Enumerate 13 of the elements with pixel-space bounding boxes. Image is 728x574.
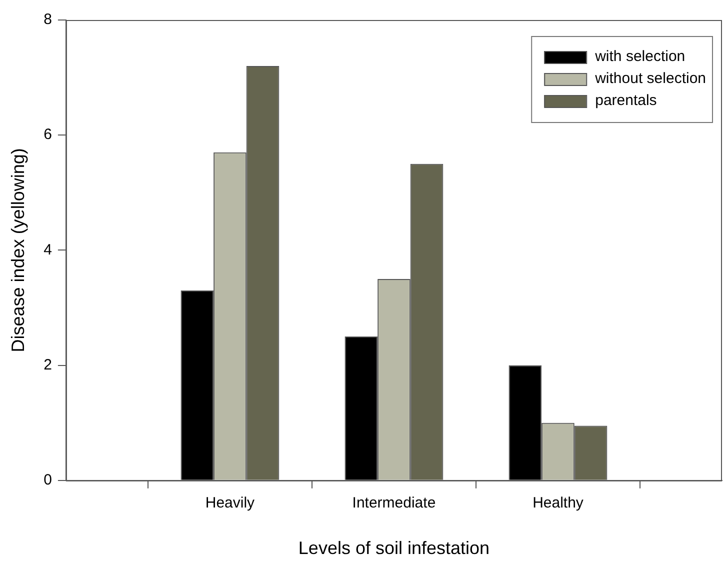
x-tick-label: Healthy [532,494,584,512]
y-axis-title: Disease index (yellowing) [8,148,28,352]
x-axis-title: Levels of soil infestation [298,538,490,558]
x-tick-label: Heavily [205,494,256,512]
y-tick-label: 2 [44,356,52,374]
x-tick-label: Intermediate [352,494,436,512]
y-tick-label: 6 [44,126,52,144]
legend-label: with selection [594,48,686,66]
legend-label: parentals [595,92,657,110]
y-tick-label: 4 [44,241,52,258]
legend-label: without selection [594,70,706,88]
y-tick-label: 0 [44,472,52,489]
y-tick-label: 8 [44,11,52,28]
